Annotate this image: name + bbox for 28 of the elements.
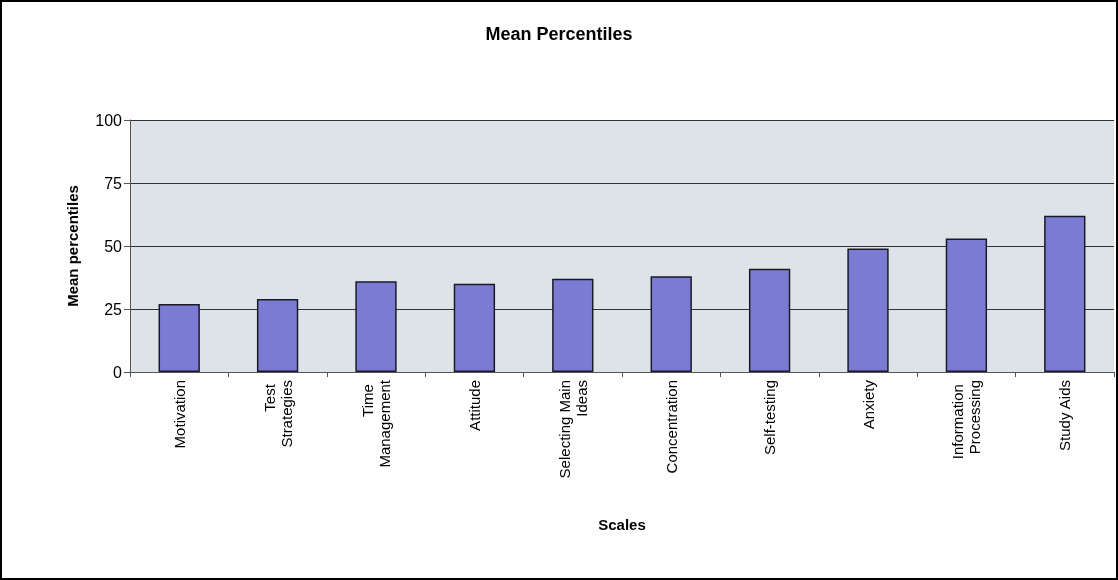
- x-tick-label: Time Management: [359, 379, 393, 468]
- bar: [1044, 215, 1086, 372]
- bar: [256, 298, 299, 372]
- x-tick-label: Self-testing: [761, 380, 779, 456]
- x-tick-label: Concentration: [662, 380, 680, 474]
- x-tick-label: Attitude: [465, 380, 483, 431]
- bar: [453, 283, 496, 372]
- y-tick-label: 0: [113, 363, 123, 381]
- x-tick-label: Test Strategies: [260, 380, 295, 448]
- bar: [355, 281, 397, 372]
- bar: [748, 268, 791, 372]
- bar: [158, 303, 200, 372]
- bar: [945, 238, 988, 372]
- x-tick-label: Anxiety: [859, 379, 877, 430]
- x-tick-label: Information Processing: [949, 380, 984, 460]
- y-axis-title: Mean percentiles: [64, 185, 81, 307]
- x-tick-label: Selecting Main Ideas: [555, 380, 590, 479]
- x-tick-label: Motivation: [170, 380, 188, 449]
- x-axis-title: Scales: [598, 516, 646, 533]
- x-tick-label: Study Aids: [1056, 380, 1074, 451]
- y-tick-label: 75: [104, 174, 123, 192]
- bar: [847, 248, 889, 372]
- y-tick-label: 25: [104, 300, 123, 318]
- y-tick-label: 100: [95, 111, 123, 129]
- bar: [650, 276, 692, 372]
- y-tick-label: 50: [104, 237, 123, 255]
- bar: [552, 278, 594, 372]
- chart-title: Mean Percentiles: [485, 24, 633, 44]
